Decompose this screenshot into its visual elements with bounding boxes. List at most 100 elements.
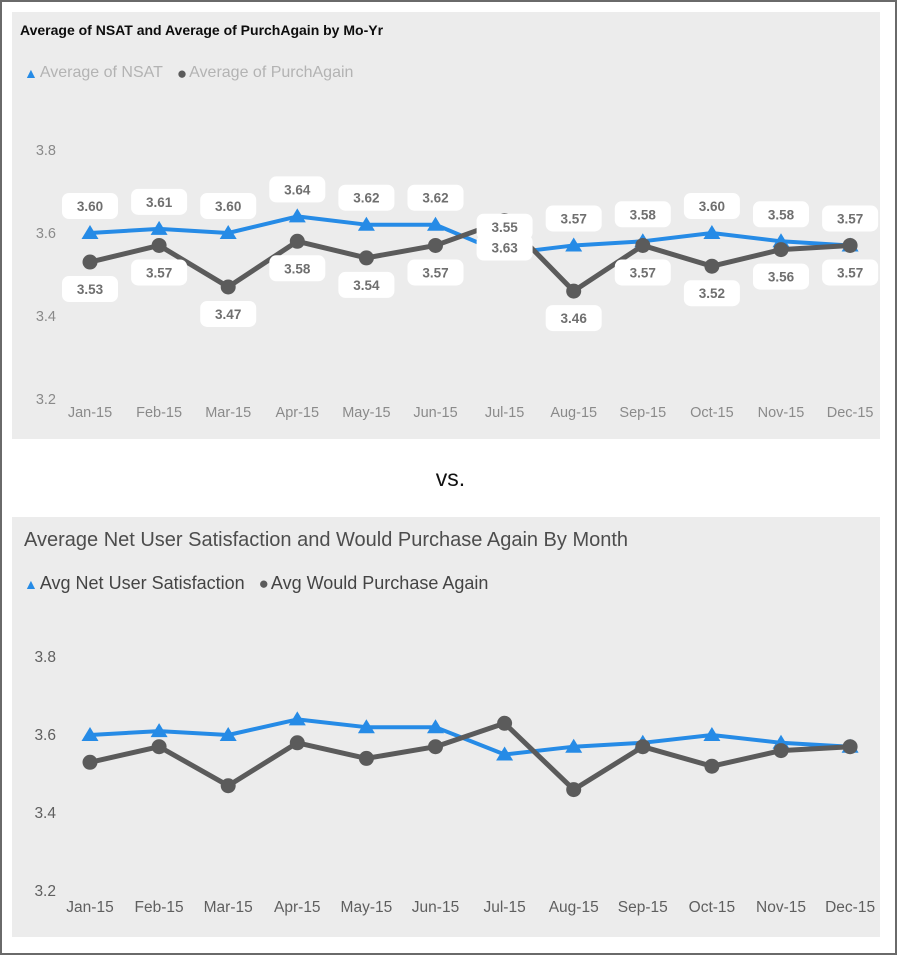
data-label: 3.60 (215, 199, 241, 214)
data-label-callout (338, 271, 395, 298)
data-point-marker[interactable] (427, 719, 444, 734)
data-point-marker[interactable] (219, 727, 237, 741)
data-point-marker[interactable] (289, 233, 305, 249)
data-point-marker[interactable] (704, 758, 720, 774)
data-label: 3.62 (422, 191, 448, 206)
data-point-marker[interactable] (82, 754, 98, 770)
legend-item-purchagain[interactable]: ● Average of PurchAgain (177, 64, 354, 82)
data-point-marker[interactable] (773, 743, 789, 759)
data-label-callout (407, 259, 464, 286)
x-tick-label: Jul-15 (485, 405, 525, 421)
data-label-callout (753, 263, 809, 290)
data-label: 3.57 (837, 211, 863, 226)
x-tick-label: Mar-15 (205, 405, 251, 421)
data-point-marker[interactable] (428, 237, 443, 253)
data-label-callout (822, 259, 879, 286)
data-label-callout (269, 176, 326, 203)
data-point-marker[interactable] (566, 782, 582, 798)
data-point-marker[interactable] (220, 778, 236, 794)
x-tick-label: Jul-15 (483, 899, 525, 916)
bottom-chart-panel: Average Net User Satisfaction and Would … (12, 517, 880, 937)
data-label-callout (62, 193, 118, 219)
data-label-callout (131, 259, 188, 286)
x-tick-label: Jun-15 (413, 405, 457, 421)
data-point-marker[interactable] (82, 254, 98, 270)
data-label-callout (338, 184, 395, 211)
data-point-marker[interactable] (703, 225, 721, 239)
data-point-marker[interactable] (773, 242, 789, 258)
data-label: 3.57 (422, 265, 448, 280)
y-tick-label: 3.6 (36, 226, 56, 242)
x-tick-label: May-15 (341, 899, 393, 916)
data-point-marker[interactable] (358, 250, 374, 266)
data-label-callout (200, 300, 257, 327)
data-point-marker[interactable] (288, 208, 306, 223)
data-point-marker[interactable] (704, 258, 720, 274)
legend-label: Average of NSAT (39, 64, 163, 81)
x-tick-label: Dec-15 (825, 899, 875, 916)
data-point-marker[interactable] (150, 220, 168, 235)
data-point-marker[interactable] (81, 727, 99, 741)
data-point-marker[interactable] (358, 750, 374, 766)
legend-item-nsat[interactable]: ▲ Average of NSAT (24, 64, 163, 82)
data-point-marker[interactable] (635, 739, 651, 755)
y-tick-label: 3.4 (36, 309, 56, 325)
legend-item-purchase-again[interactable]: ● Avg Would Purchase Again (259, 573, 489, 594)
y-tick-label: 3.4 (34, 805, 56, 822)
satisfaction-purchase-line-chart: 3.8 3.6 3.4 3.2 Jan-15 Feb-15 Mar-15 Apr-15 May-… (34, 649, 875, 916)
versus-label: vs. (2, 439, 895, 517)
data-label: 3.56 (768, 270, 795, 285)
data-point-marker[interactable] (497, 715, 513, 731)
x-tick-label: Dec-15 (827, 405, 874, 421)
x-tick-label: Aug-15 (549, 899, 599, 916)
data-point-marker[interactable] (635, 237, 651, 253)
data-point-marker[interactable] (81, 225, 99, 239)
data-label: 3.60 (77, 199, 103, 214)
data-point-marker[interactable] (151, 739, 167, 755)
data-point-marker[interactable] (496, 746, 514, 761)
data-point-marker[interactable] (566, 283, 582, 299)
data-point-marker[interactable] (357, 719, 375, 734)
data-point-marker[interactable] (842, 237, 858, 253)
data-label: 3.63 (491, 241, 518, 256)
data-point-marker[interactable] (428, 739, 443, 755)
series-line (88, 214, 853, 256)
x-tick-label: Oct-15 (689, 899, 736, 916)
x-tick-label: May-15 (342, 405, 390, 421)
data-label: 3.53 (77, 282, 104, 297)
data-point-marker[interactable] (565, 237, 583, 252)
triangle-marker-icon: ▲ (24, 575, 38, 592)
series-line (88, 717, 853, 757)
x-tick-label: Nov-15 (758, 405, 805, 421)
legend-label: Avg Net User Satisfaction (39, 573, 245, 593)
x-tick-label: Mar-15 (204, 899, 253, 916)
y-tick-label: 3.6 (34, 727, 56, 744)
data-label: 3.46 (561, 311, 588, 326)
data-point-marker[interactable] (220, 279, 236, 295)
data-point-marker[interactable] (150, 723, 168, 738)
data-point-marker[interactable] (427, 216, 444, 231)
data-point-marker[interactable] (565, 738, 583, 753)
circle-marker-icon: ● (176, 63, 188, 83)
x-tick-label: Sep-15 (618, 899, 668, 916)
data-label: 3.55 (491, 220, 518, 235)
data-point-marker[interactable] (289, 735, 305, 751)
data-point-marker[interactable] (151, 237, 167, 253)
x-tick-label: Apr-15 (276, 405, 320, 421)
data-label: 3.61 (146, 195, 173, 210)
data-point-marker[interactable] (842, 739, 858, 755)
y-tick-label: 3.8 (34, 649, 56, 666)
data-label: 3.54 (353, 278, 380, 293)
data-point-marker[interactable] (703, 727, 721, 741)
data-label-callout (269, 255, 326, 282)
data-label: 3.60 (699, 199, 725, 214)
legend-item-satisfaction[interactable]: ▲ Avg Net User Satisfaction (24, 573, 245, 594)
data-point-marker[interactable] (288, 711, 306, 726)
data-label: 3.47 (215, 307, 241, 322)
legend-label: Avg Would Purchase Again (270, 573, 489, 593)
data-point-marker[interactable] (357, 216, 375, 231)
data-label-callout (614, 259, 671, 286)
data-point-marker[interactable] (219, 225, 237, 239)
data-label-callout (407, 184, 464, 211)
